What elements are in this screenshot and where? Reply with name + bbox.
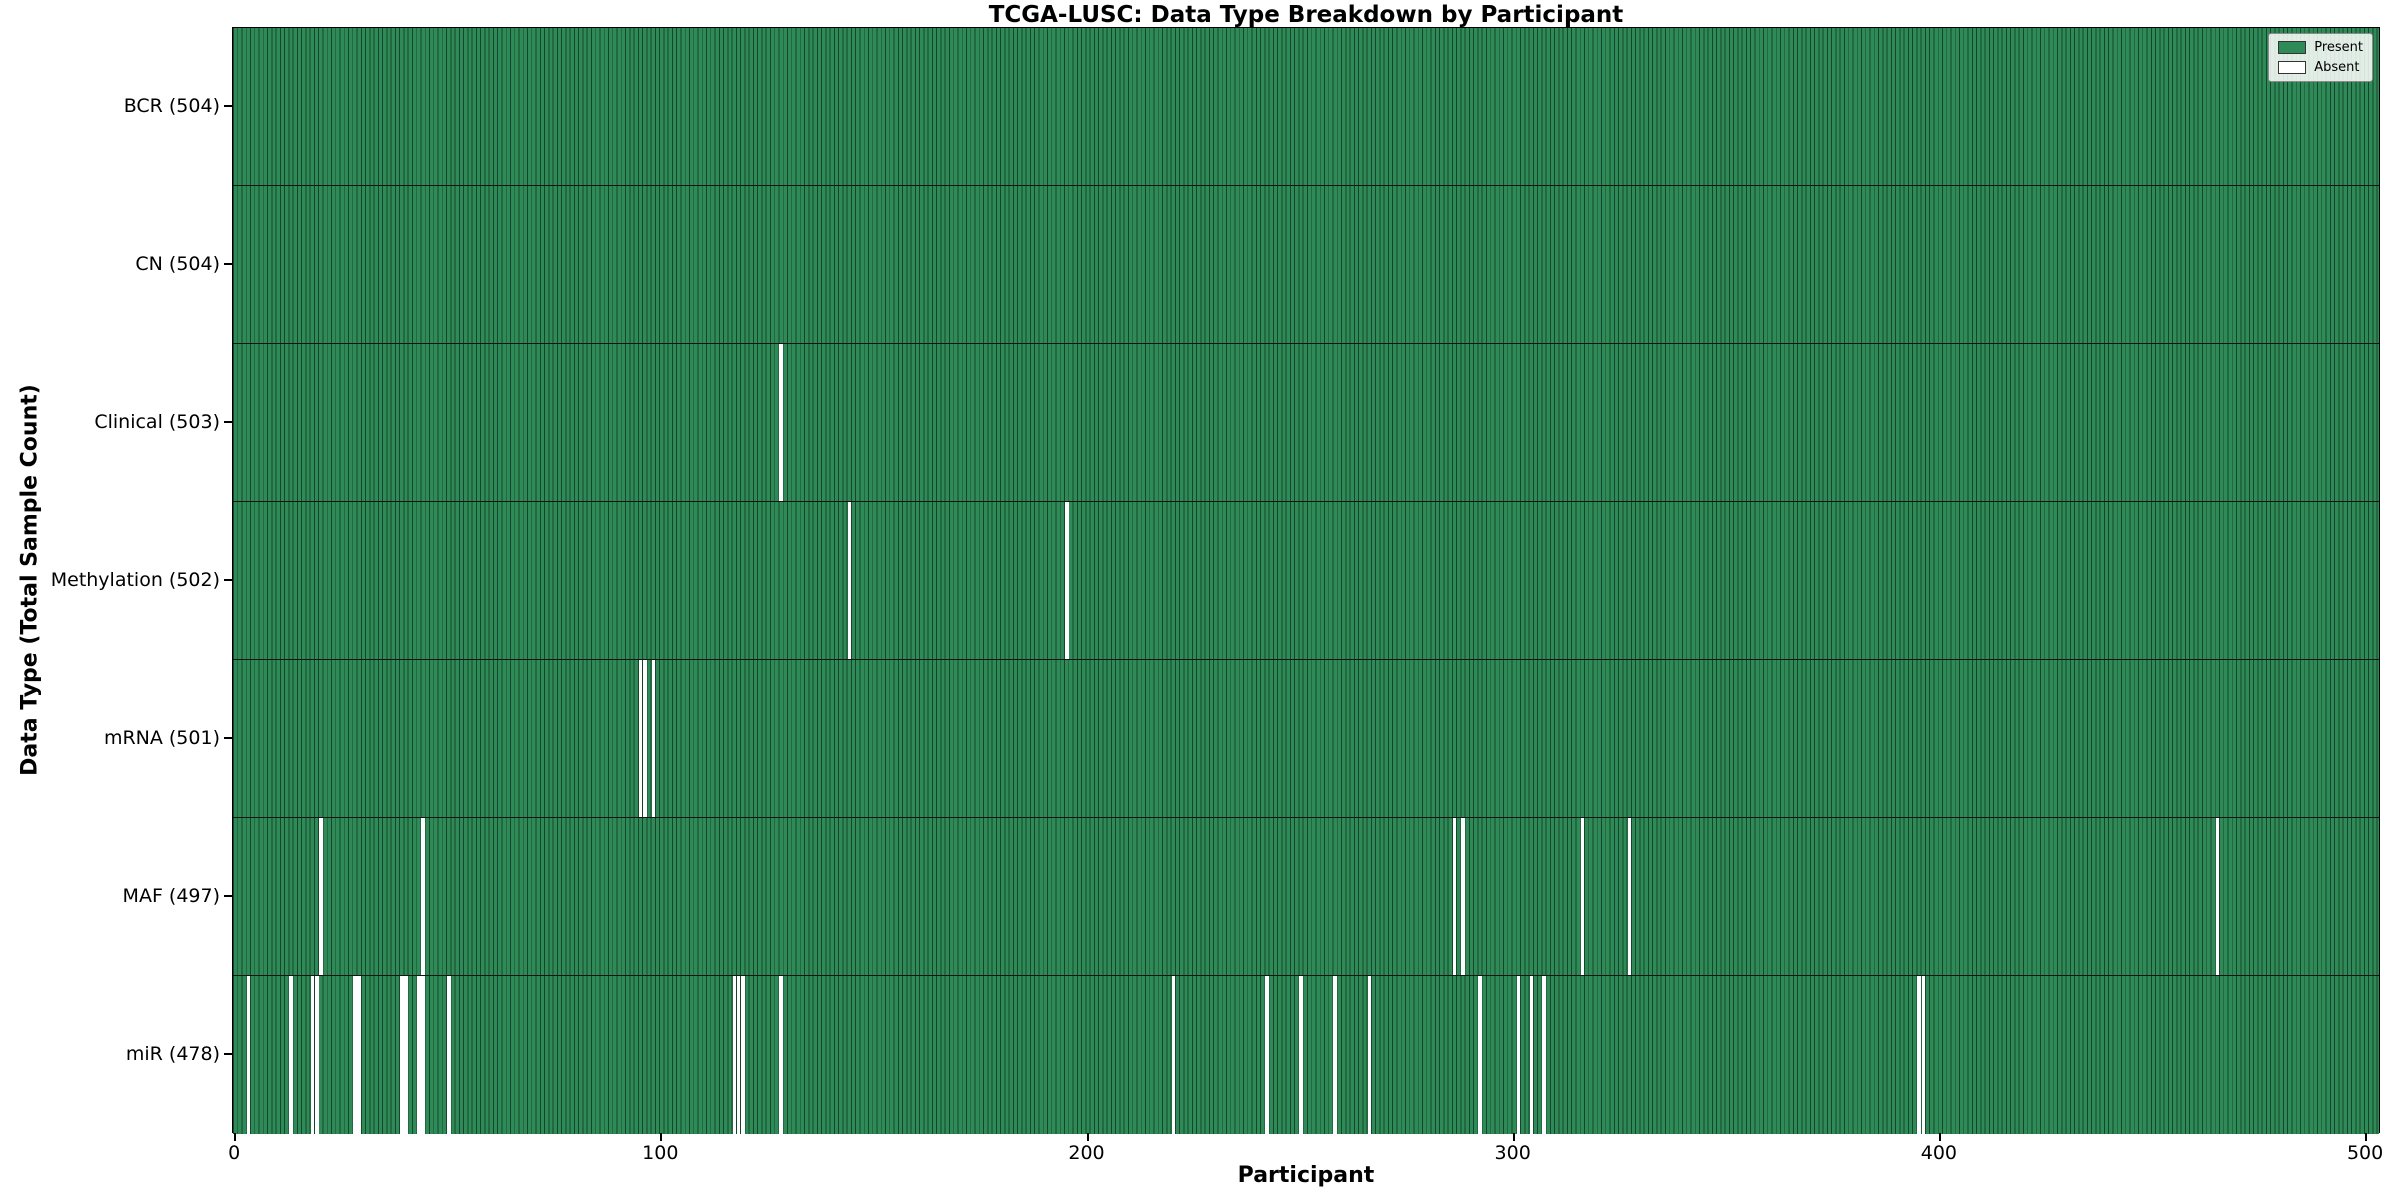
absent-gap <box>1299 976 1304 1134</box>
ytick-label-MAF: MAF (497) <box>122 885 220 907</box>
xtick-mark <box>1512 1133 1515 1141</box>
row-BCR <box>233 28 2379 186</box>
absent-gap <box>289 976 293 1134</box>
absent-gap <box>732 976 737 1134</box>
ytick-mark <box>224 579 232 581</box>
ytick-mark <box>224 421 232 423</box>
absent-gap <box>643 660 647 817</box>
row-mRNA <box>233 660 2379 818</box>
absent-gap <box>1367 976 1372 1134</box>
row-Clinical <box>233 344 2379 502</box>
legend-swatch-present <box>2278 41 2307 54</box>
absent-gap <box>246 976 251 1134</box>
xtick-label-500: 500 <box>2346 1142 2384 1164</box>
absent-gap <box>1921 976 1926 1134</box>
row-MAF <box>233 818 2379 976</box>
row-Methylation <box>233 502 2379 660</box>
ytick-mark <box>224 263 232 265</box>
legend-label: Present <box>2314 40 2363 55</box>
absent-gap <box>1333 976 1338 1134</box>
absent-gap <box>357 976 362 1134</box>
absent-gap <box>1627 818 1632 975</box>
absent-gap <box>1171 976 1176 1134</box>
absent-gap <box>404 976 409 1134</box>
xtick-mark <box>1938 1133 1941 1141</box>
absent-gap <box>421 976 426 1134</box>
legend-entry-present: Present <box>2278 40 2363 55</box>
absent-gap <box>736 976 741 1134</box>
xtick-label-200: 200 <box>1068 1142 1105 1164</box>
ytick-label-CN: CN (504) <box>135 253 220 275</box>
row-CN <box>233 186 2379 344</box>
absent-gap <box>421 818 426 975</box>
absent-gap <box>741 976 745 1134</box>
xtick-label-0: 0 <box>228 1142 241 1164</box>
absent-gap <box>314 976 319 1134</box>
absent-gap <box>417 976 421 1134</box>
xtick-mark <box>1086 1133 1089 1141</box>
ytick-label-BCR: BCR (504) <box>123 95 220 117</box>
xtick-mark <box>234 1133 237 1141</box>
ytick-label-mRNA: mRNA (501) <box>103 727 220 749</box>
legend: Present Absent <box>2268 33 2373 82</box>
ytick-mark <box>224 105 232 107</box>
absent-gap <box>400 976 404 1134</box>
absent-gap <box>319 818 323 975</box>
absent-gap <box>1265 976 1269 1134</box>
absent-gap <box>1064 502 1069 659</box>
chart-title: TCGA-LUSC: Data Type Breakdown by Partic… <box>988 2 1624 28</box>
plot-area <box>232 27 2380 1134</box>
absent-gap <box>2215 818 2220 975</box>
absent-gap <box>353 976 357 1134</box>
xtick-label-300: 300 <box>1494 1142 1531 1164</box>
absent-gap <box>1478 976 1483 1134</box>
absent-gap <box>1529 976 1534 1134</box>
legend-swatch-absent <box>2278 61 2307 74</box>
absent-gap <box>779 344 784 501</box>
ytick-mark <box>224 1053 232 1055</box>
absent-gap <box>1580 818 1585 975</box>
absent-gap <box>1461 818 1465 975</box>
absent-gap <box>1542 976 1546 1134</box>
absent-gap <box>651 660 656 817</box>
absent-gap <box>446 976 451 1134</box>
legend-entry-absent: Absent <box>2278 60 2363 75</box>
ytick-label-Methylation: Methylation (502) <box>50 569 220 591</box>
ytick-mark <box>224 895 232 897</box>
legend-label: Absent <box>2314 60 2360 75</box>
absent-gap <box>1516 976 1521 1134</box>
absent-gap <box>310 976 315 1134</box>
x-axis-label: Participant <box>1237 1163 1375 1188</box>
xtick-label-100: 100 <box>642 1142 679 1164</box>
absent-gap <box>1917 976 1921 1134</box>
xtick-label-400: 400 <box>1920 1142 1958 1164</box>
absent-gap <box>638 660 643 817</box>
absent-gap <box>1452 818 1457 975</box>
absent-gap <box>779 976 784 1134</box>
xtick-mark <box>2365 1133 2368 1141</box>
absent-gap <box>847 502 852 659</box>
row-miR <box>233 976 2379 1134</box>
xtick-mark <box>660 1133 663 1141</box>
ytick-mark <box>224 737 232 739</box>
ytick-label-miR: miR (478) <box>125 1043 220 1065</box>
ytick-label-Clinical: Clinical (503) <box>94 411 220 433</box>
